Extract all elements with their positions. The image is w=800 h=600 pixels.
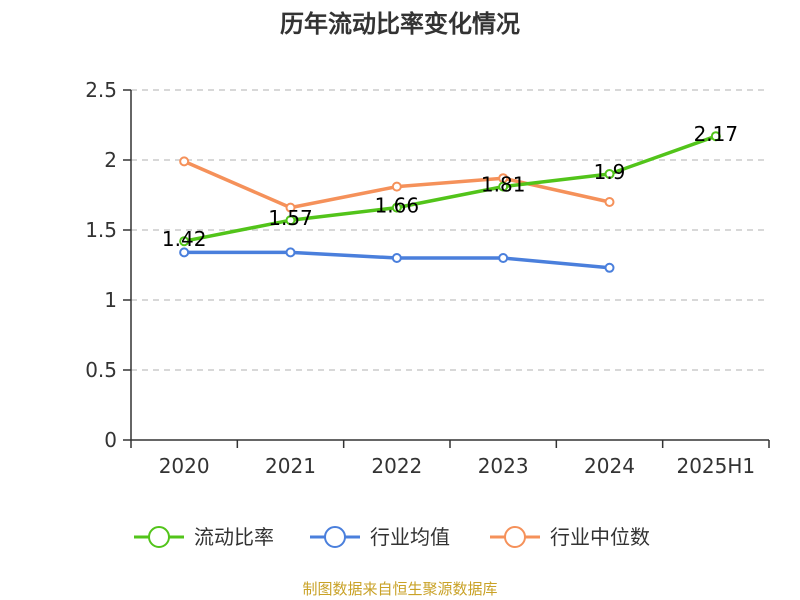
data-point	[391, 202, 402, 213]
y-tick-label: 0.5	[85, 358, 117, 382]
data-point	[179, 236, 190, 247]
y-tick-label: 1.5	[85, 218, 117, 242]
axes: 0 0.5 1 1.5 2 2.5 2020 2021 2022 2023 2024 2025H1	[85, 78, 770, 478]
y-tick-label: 2	[104, 148, 117, 172]
legend-marker	[148, 526, 170, 548]
data-point	[604, 169, 615, 179]
legend-item[interactable]: 行业中位数	[490, 525, 650, 549]
source-note: 制图数据来自恒生聚源数据库	[302, 580, 497, 598]
data-label: 1.42	[162, 227, 207, 251]
series-line-0	[182, 134, 718, 243]
data-label: 1.9	[594, 160, 626, 184]
gridlines	[131, 89, 769, 371]
legend-item[interactable]: 流动比率	[134, 525, 274, 549]
data-label: 1.66	[375, 194, 420, 218]
data-point	[179, 247, 190, 258]
data-point	[498, 181, 509, 192]
legend-item[interactable]: 行业均值	[310, 525, 450, 549]
data-label: 1.81	[481, 173, 526, 197]
x-tick-label: 2024	[584, 454, 635, 478]
y-tick-label: 0	[104, 428, 117, 452]
data-label: 2.17	[694, 122, 739, 146]
x-tick-label: 2023	[478, 454, 529, 478]
data-point	[285, 247, 296, 258]
chart-title: 历年流动比率变化情况	[280, 10, 520, 38]
y-tick-label: 1	[104, 288, 117, 312]
data-point	[391, 181, 402, 192]
data-point	[604, 197, 615, 207]
data-point	[179, 156, 190, 167]
data-point	[285, 202, 296, 213]
data-point	[710, 131, 721, 142]
legend-marker	[324, 526, 346, 548]
x-tick-label: 2025H1	[676, 454, 755, 478]
legend-label: 流动比率	[194, 525, 274, 549]
data-point	[391, 253, 402, 263]
data-point	[604, 262, 615, 273]
legend-label: 行业均值	[370, 525, 450, 549]
data-point	[498, 253, 509, 263]
data-label: 1.57	[268, 206, 313, 230]
legend-label: 行业中位数	[550, 525, 650, 549]
x-tick-label: 2022	[371, 454, 422, 478]
legend: 流动比率 行业均值 行业中位数	[134, 525, 650, 549]
x-tick-label: 2021	[265, 454, 316, 478]
series-layer: 1.42 1.57 1.66 1.81 1.9 2.17	[162, 122, 739, 273]
legend-marker	[504, 526, 526, 548]
x-tick-label: 2020	[159, 454, 210, 478]
data-point	[285, 215, 296, 226]
y-tick-label: 2.5	[85, 78, 117, 102]
